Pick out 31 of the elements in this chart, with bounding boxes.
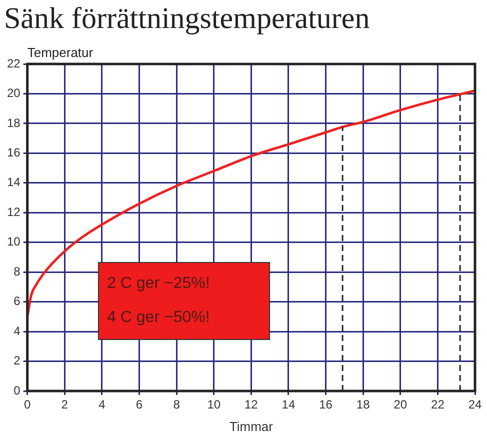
y-tick-label: 22 — [6, 56, 21, 70]
note-box: 2 C ger −25%! 4 C ger −50%! — [98, 262, 270, 340]
x-tick-label: 0 — [24, 398, 32, 412]
x-tick-label: 20 — [394, 398, 408, 412]
x-tick-label: 24 — [468, 398, 482, 412]
x-tick-label: 6 — [136, 398, 143, 412]
x-axis-title: Timmar — [229, 418, 274, 434]
y-tick-label: 2 — [14, 354, 21, 368]
y-tick-label: 6 — [14, 294, 21, 308]
y-tick-label: 0 — [14, 383, 21, 398]
y-tick-label: 14 — [6, 175, 21, 190]
x-tick-label: 18 — [356, 398, 370, 412]
y-tick-label: 20 — [6, 86, 21, 100]
y-tick-label: 4 — [14, 324, 21, 338]
x-tick-label: 2 — [61, 398, 68, 412]
annotation: 4 C ger −50%! — [107, 308, 211, 328]
x-tick-label: 10 — [207, 398, 221, 412]
y-tick-label: 12 — [6, 204, 21, 219]
x-tick-label: 8 — [173, 398, 180, 412]
y-tick-label: 10 — [6, 234, 21, 249]
y-axis-title: Temperatur — [27, 45, 94, 60]
y-tick-label: 8 — [14, 264, 21, 278]
chart-title: Sänk förrättningstemperaturen — [4, 2, 370, 35]
x-tick-label: 22 — [431, 398, 445, 412]
annotation: 2 C ger −25%! — [107, 274, 211, 294]
x-tick-label: 4 — [98, 398, 106, 412]
x-tick-label: 16 — [319, 398, 333, 412]
y-tick-label: 16 — [6, 145, 21, 160]
x-tick-label: 12 — [244, 398, 258, 412]
y-tick-label: 18 — [6, 116, 21, 130]
x-tick-label: 14 — [282, 398, 296, 412]
